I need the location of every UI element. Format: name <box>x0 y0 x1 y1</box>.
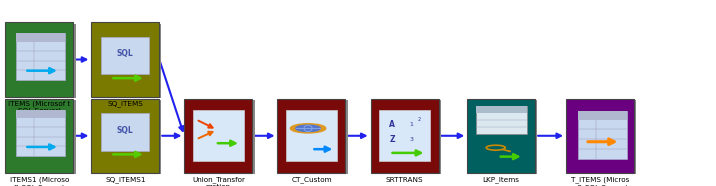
Text: SQL: SQL <box>117 49 134 58</box>
Bar <box>279 100 348 174</box>
Bar <box>16 33 64 80</box>
Bar <box>286 110 337 161</box>
Circle shape <box>296 125 320 132</box>
Bar <box>102 113 149 151</box>
Bar <box>278 99 346 173</box>
Bar <box>372 100 440 174</box>
Circle shape <box>291 124 326 133</box>
Bar <box>102 37 149 74</box>
Text: 1: 1 <box>410 122 413 127</box>
Text: 3: 3 <box>410 137 413 142</box>
Bar <box>16 110 64 156</box>
Bar <box>6 22 74 97</box>
Text: LKP_Items: LKP_Items <box>483 177 520 183</box>
Text: SQ_ITEMS: SQ_ITEMS <box>107 100 143 107</box>
Text: A: A <box>390 120 395 129</box>
Bar <box>93 100 162 174</box>
Bar <box>185 99 253 173</box>
Bar <box>475 106 527 113</box>
Bar <box>7 100 76 174</box>
Text: SQ_ITEMS1: SQ_ITEMS1 <box>105 177 145 183</box>
Text: Z: Z <box>390 135 395 144</box>
Bar <box>16 33 64 42</box>
Bar <box>578 111 626 159</box>
Bar <box>470 100 537 174</box>
Bar <box>371 99 438 173</box>
Bar <box>379 110 430 161</box>
Text: T_ITEMS (Micros
oft SQL Server): T_ITEMS (Micros oft SQL Server) <box>571 177 629 186</box>
Text: SQL: SQL <box>117 126 134 135</box>
Bar <box>578 111 626 120</box>
Bar <box>186 100 255 174</box>
Bar <box>7 24 76 98</box>
Bar <box>92 22 159 97</box>
Bar <box>93 24 162 98</box>
Text: ITEMS (Microsof t
SQL Server): ITEMS (Microsof t SQL Server) <box>8 100 71 114</box>
Bar <box>6 99 74 173</box>
Text: 2: 2 <box>418 117 421 122</box>
Bar <box>16 110 64 118</box>
Bar <box>566 99 634 173</box>
Text: Union_Transfor
mation: Union_Transfor mation <box>192 177 245 186</box>
Text: CT_Custom: CT_Custom <box>291 177 332 183</box>
Bar <box>467 99 536 173</box>
Bar <box>475 106 527 134</box>
Text: ITEMS1 (Microso
ft SQL Server): ITEMS1 (Microso ft SQL Server) <box>10 177 69 186</box>
Text: SRTTRANS: SRTTRANS <box>386 177 423 183</box>
Bar <box>193 110 244 161</box>
Bar <box>569 100 636 174</box>
Bar <box>92 99 159 173</box>
